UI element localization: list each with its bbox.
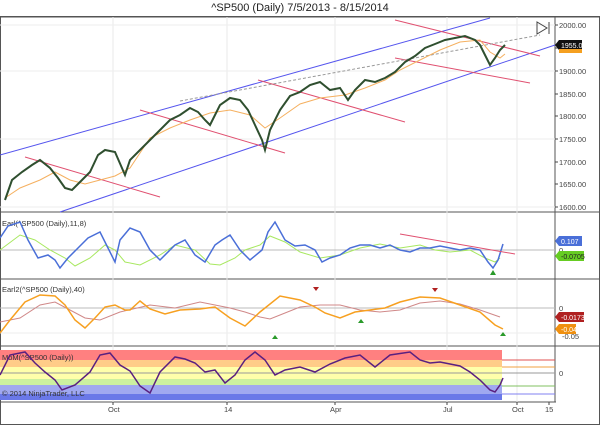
svg-text:0: 0 bbox=[559, 369, 563, 378]
panel1-tag-green: -0.0705 bbox=[555, 251, 585, 261]
svg-text:1955.06: 1955.06 bbox=[561, 43, 586, 50]
price-axis: 2000.00 1900.00 1850.00 1800.00 1750.00 … bbox=[555, 21, 586, 212]
panel2-buy-marker-3 bbox=[500, 332, 506, 336]
panel2-earl-line bbox=[0, 294, 504, 334]
svg-text:Oct: Oct bbox=[108, 405, 121, 414]
moving-average-line bbox=[4, 39, 506, 199]
svg-text:1650.00: 1650.00 bbox=[559, 180, 586, 189]
x-axis: Oct 14 Apr Jul Oct 15 bbox=[108, 402, 553, 414]
panel-borders bbox=[0, 16, 600, 403]
svg-text:Jul: Jul bbox=[443, 405, 453, 414]
panel2-buy-marker-2 bbox=[358, 319, 364, 323]
svg-text:Apr: Apr bbox=[330, 405, 342, 414]
panel1-buy-marker bbox=[490, 270, 496, 275]
panel1-tag-blue: 0.107 bbox=[555, 236, 582, 246]
svg-text:Earl(^SP500 (Daily),11,8): Earl(^SP500 (Daily),11,8) bbox=[2, 219, 87, 228]
svg-text:1900.00: 1900.00 bbox=[559, 67, 586, 76]
price-candles bbox=[4, 34, 506, 201]
svg-text:-0.05: -0.05 bbox=[562, 332, 579, 341]
counter-trend-channels bbox=[24, 19, 541, 198]
svg-text:1750.00: 1750.00 bbox=[559, 135, 586, 144]
svg-text:1600.00: 1600.00 bbox=[559, 203, 586, 212]
svg-text:14: 14 bbox=[224, 405, 232, 414]
panel2-sell-marker-2 bbox=[432, 288, 438, 292]
panel3: MoM(^SP500 (Daily)) © 2014 NinjaTrader, … bbox=[0, 350, 563, 400]
svg-text:-0.0705: -0.0705 bbox=[561, 254, 585, 261]
svg-text:1700.00: 1700.00 bbox=[559, 158, 586, 167]
svg-text:0: 0 bbox=[559, 246, 563, 255]
panel2-tag-red: -0.0173 bbox=[555, 312, 585, 322]
panel3-mom-line bbox=[0, 351, 504, 395]
vertical-gridlines bbox=[112, 17, 518, 402]
svg-text:© 2014 NinjaTrader, LLC: © 2014 NinjaTrader, LLC bbox=[2, 389, 85, 398]
panel2-sell-marker-1 bbox=[313, 287, 319, 291]
svg-text:15: 15 bbox=[545, 405, 553, 414]
last-price-tag: 1955.06 bbox=[555, 40, 586, 53]
svg-text:0: 0 bbox=[559, 304, 563, 313]
chart-title: ^SP500 (Daily) 7/5/2013 - 8/15/2014 bbox=[211, 2, 389, 14]
panel1-earl-line bbox=[0, 220, 504, 270]
panel1: Earl(^SP500 (Daily),11,8) 0 0.107 -0.070… bbox=[0, 219, 585, 275]
svg-text:0.107: 0.107 bbox=[561, 239, 579, 246]
svg-text:1850.00: 1850.00 bbox=[559, 90, 586, 99]
panel2-signal-line bbox=[0, 300, 501, 323]
panel2-buy-marker-1 bbox=[272, 335, 278, 339]
panel2: Earl2(^SP500 (Daily),40) 0 -0.0173 -0.04… bbox=[0, 285, 585, 341]
svg-text:1800.00: 1800.00 bbox=[559, 112, 586, 121]
svg-text:2000.00: 2000.00 bbox=[559, 21, 586, 30]
svg-text:-0.0173: -0.0173 bbox=[561, 315, 585, 322]
svg-text:Earl2(^SP500 (Daily),40): Earl2(^SP500 (Daily),40) bbox=[2, 285, 85, 294]
svg-text:-0.04: -0.04 bbox=[561, 327, 577, 334]
scroll-to-end-icon[interactable] bbox=[536, 21, 550, 35]
svg-text:Oct: Oct bbox=[512, 405, 525, 414]
panel2-tag-orange: -0.04 bbox=[555, 324, 577, 334]
svg-text:MoM(^SP500 (Daily)): MoM(^SP500 (Daily)) bbox=[2, 353, 74, 362]
panel1-trendline bbox=[399, 233, 516, 255]
